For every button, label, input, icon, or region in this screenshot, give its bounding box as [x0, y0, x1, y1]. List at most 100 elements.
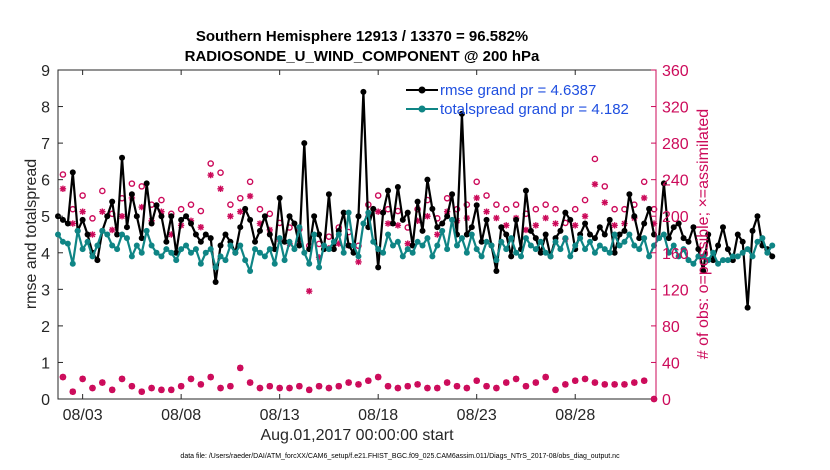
spread-series-point: [370, 238, 377, 245]
rmse-series-point: [665, 235, 672, 242]
spread-series-point: [227, 242, 234, 249]
spread-series-point: [320, 242, 327, 249]
spread-series-point: [715, 260, 722, 267]
spread-series-point: [636, 246, 643, 253]
obs-possible-marker: [463, 201, 471, 208]
rmse-series-point: [478, 238, 485, 245]
spread-series-point: [508, 235, 515, 242]
obs-assimilated-marker-low: [207, 373, 214, 381]
rmse-series-point: [468, 224, 475, 231]
rmse-series-point: [222, 231, 229, 238]
spread-series-point: [168, 249, 175, 256]
rmse-series-point: [557, 227, 564, 234]
obs-possible-marker: [158, 196, 165, 204]
legend-rmse-label: rmse grand pr = 4.6387: [440, 82, 596, 99]
obs-possible-marker: [493, 201, 500, 208]
obs-assimilated-marker-low: [227, 383, 234, 390]
spread-series-point: [577, 235, 584, 242]
spread-series-point: [685, 257, 692, 264]
spread-series-point: [670, 242, 677, 249]
spread-series-point: [665, 249, 672, 256]
rmse-series-point: [370, 205, 377, 212]
obs-assimilated-marker-low: [532, 379, 540, 386]
spread-series-point: [616, 242, 623, 249]
obs-assimilated-marker: [197, 223, 205, 231]
rmse-series-point: [404, 209, 411, 216]
obs-assimilated-marker-low: [581, 375, 589, 383]
rmse-series-point: [104, 213, 111, 220]
obs-assimilated-marker-low: [296, 383, 303, 390]
spread-series-point: [468, 231, 475, 238]
spread-series-point: [675, 253, 682, 260]
rmse-series-point: [256, 227, 263, 234]
rmse-series-point: [493, 268, 500, 275]
spread-series-point: [187, 249, 194, 256]
spread-series-point: [79, 246, 86, 253]
spread-series-point: [217, 253, 224, 260]
spread-series-point: [518, 253, 525, 260]
spread-series-point: [626, 231, 633, 238]
rmse-series-point: [739, 238, 746, 245]
spread-series-point: [503, 246, 510, 253]
obs-assimilated-marker-low: [79, 375, 86, 383]
spread-series-point: [547, 253, 554, 260]
rmse-series-point: [631, 213, 638, 220]
spread-series-point: [311, 231, 318, 238]
rmse-series-point: [606, 216, 613, 223]
spread-series-point: [276, 235, 283, 242]
spread-series-point: [759, 235, 766, 242]
spread-series-point: [606, 249, 613, 256]
rmse-series-point: [375, 264, 382, 271]
spread-series-point: [493, 257, 500, 264]
spread-series-point: [237, 242, 244, 249]
obs-assimilated-marker-low: [256, 384, 264, 392]
spread-series-point: [316, 264, 323, 271]
obs-assimilated-marker: [591, 181, 599, 188]
rmse-series-point: [513, 216, 520, 223]
obs-assimilated-marker: [640, 194, 648, 202]
spread-series-point: [345, 209, 352, 216]
spread-series-point: [567, 253, 574, 260]
obs-possible-marker: [532, 205, 540, 213]
obs-possible-marker: [99, 187, 106, 195]
obs-assimilated-marker-low: [118, 375, 126, 383]
spread-series-point: [291, 246, 298, 253]
obs-assimilated-marker-low: [522, 383, 530, 390]
spread-series-point: [483, 238, 490, 245]
rmse-series-point: [769, 253, 776, 260]
spread-series-point: [646, 253, 653, 260]
obs-possible-marker: [59, 171, 67, 178]
rmse-series-point: [621, 227, 628, 234]
rmse-series-point: [69, 169, 76, 176]
spread-series-point: [375, 246, 382, 253]
rmse-series-point: [385, 187, 392, 194]
obs-assimilated-marker-low: [59, 373, 67, 381]
spread-series-point: [183, 242, 190, 249]
rmse-series-point: [286, 213, 293, 220]
rmse-series-point: [311, 213, 318, 220]
obs-assimilated-marker-low: [335, 383, 342, 390]
spread-series-point: [192, 246, 199, 253]
obs-possible-marker: [177, 205, 185, 213]
spread-series-point: [409, 249, 416, 256]
rmse-series-point: [281, 238, 288, 245]
spread-series-point: [301, 249, 308, 256]
spread-series-point: [498, 238, 505, 245]
obs-possible-marker: [227, 201, 234, 208]
spread-series-point: [586, 238, 593, 245]
y-tick-label: 5: [41, 209, 50, 226]
rmse-series-point: [414, 198, 421, 205]
spread-series-point: [178, 246, 185, 253]
obs-assimilated-marker-low: [493, 384, 500, 392]
obs-assimilated-marker: [394, 222, 402, 229]
obs-assimilated-marker: [424, 213, 431, 220]
obs-assimilated-marker-low: [69, 388, 76, 395]
y-tick-label: 8: [41, 100, 50, 117]
obs-assimilated-marker: [601, 199, 608, 206]
obs-assimilated-marker: [542, 214, 549, 222]
rmse-series-point: [582, 220, 589, 227]
spread-series-point: [572, 242, 579, 249]
obs-assimilated-marker: [99, 208, 106, 215]
spread-series-point: [601, 246, 608, 253]
y-axis-label: rmse and totalspread: [23, 159, 40, 309]
